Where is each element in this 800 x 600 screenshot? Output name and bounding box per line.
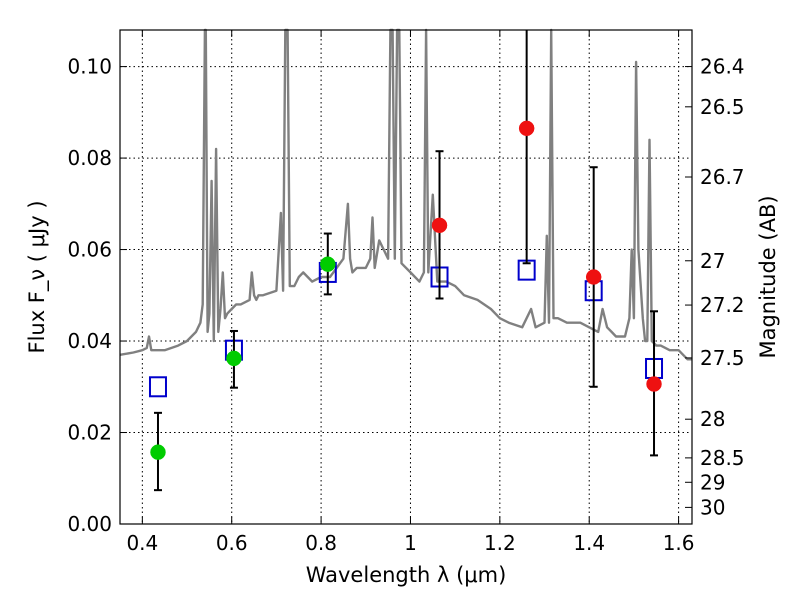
y2-tick-label: 27.5 <box>700 346 745 370</box>
y2-tick-label: 27.2 <box>700 293 745 317</box>
y2-tick-label: 26.4 <box>700 55 745 79</box>
y2-tick-label: 28.5 <box>700 446 745 470</box>
plot-area <box>119 28 692 492</box>
x-tick-label: 0.4 <box>126 531 158 555</box>
x-axis-title: Wavelength λ (μm) <box>306 563 507 587</box>
y-tick-label: 0.06 <box>67 238 112 262</box>
y-axis-title: Flux F_ν ( μJy ) <box>25 200 50 353</box>
plot-frame <box>119 29 693 525</box>
observed-flux-point <box>320 256 336 272</box>
y2-tick-label: 26.7 <box>700 165 745 189</box>
y2-tick-label: 29 <box>700 470 725 494</box>
y2-tick-label: 27 <box>700 249 725 273</box>
observed-flux-point <box>150 444 166 460</box>
y2-tick-label: 26.5 <box>700 95 745 119</box>
model-spectrum-line <box>119 28 692 361</box>
y2-tick-label: 30 <box>700 495 725 519</box>
observed-flux-point <box>431 217 448 234</box>
y-tick-label: 0.02 <box>67 421 112 445</box>
observed-flux-point <box>226 350 242 367</box>
observed-flux-point <box>585 269 602 285</box>
x-tick-label: 0.8 <box>305 531 337 555</box>
model-band-square <box>148 376 167 398</box>
observed-flux-point <box>646 376 662 392</box>
x-tick-label: 0.6 <box>216 531 248 555</box>
x-tick-label: 1.2 <box>484 531 516 555</box>
y-tick-label: 0.10 <box>67 55 112 79</box>
y-tick-label: 0.00 <box>67 512 112 536</box>
observed-flux-point <box>518 120 535 137</box>
y-tick-label: 0.08 <box>67 146 112 170</box>
x-tick-label: 1.4 <box>573 531 605 555</box>
axis-ticks: 0.4 0.6 0.8 1 1.2 1.4 1.6 0.00 0.02 0.04 0.06 0.08 0… <box>67 30 745 555</box>
x-tick-label: 1 <box>404 531 417 555</box>
y2-axis-title: Magnitude (AB) <box>756 195 780 358</box>
x-tick-label: 1.6 <box>663 531 695 555</box>
y-tick-label: 0.04 <box>67 329 112 353</box>
y2-tick-label: 28 <box>700 407 725 431</box>
